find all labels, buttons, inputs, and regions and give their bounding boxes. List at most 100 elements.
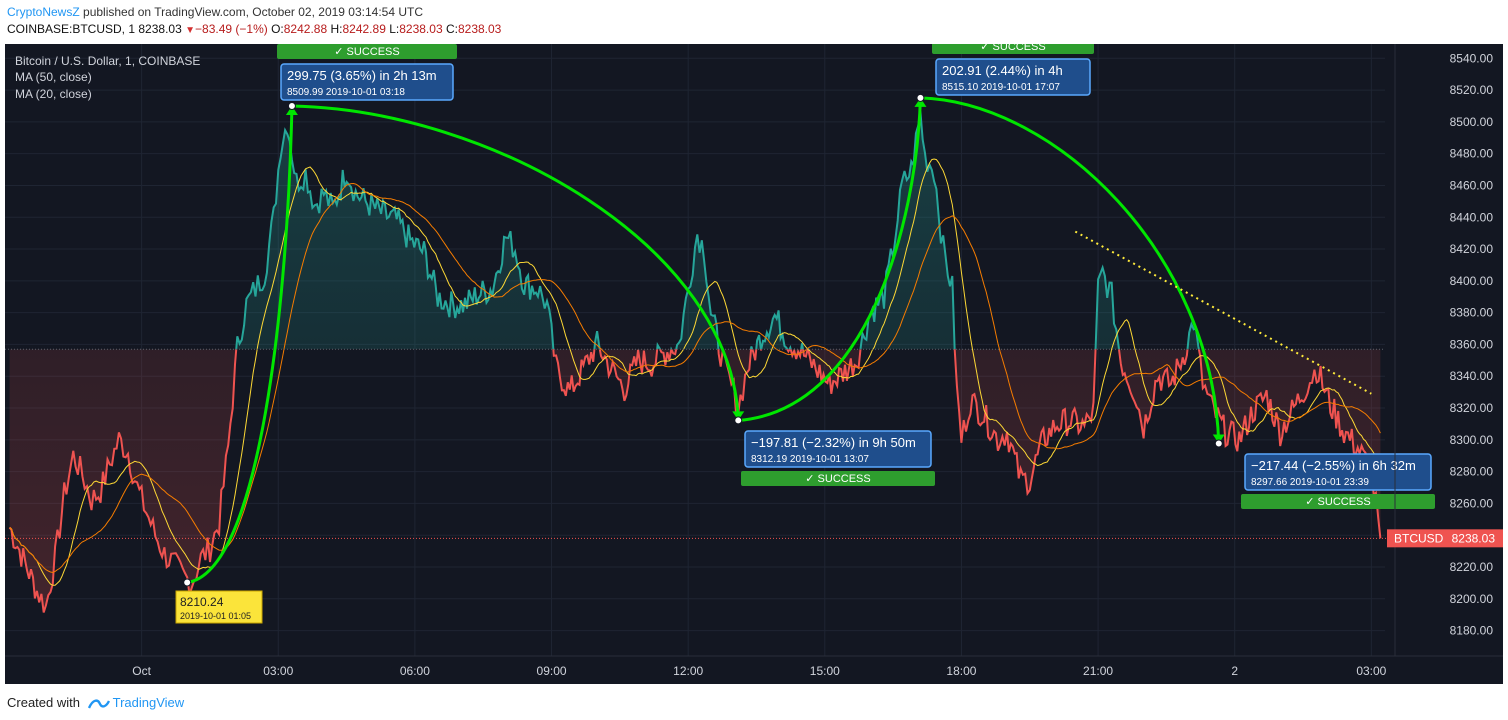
x-tick-label: 12:00	[673, 664, 703, 678]
current-price-value: 8238.03	[1452, 531, 1496, 545]
area-fill-down	[9, 349, 1381, 613]
annotation-2: 202.91 (2.44%) in 4h 8515.10 2019-10-01 1…	[932, 44, 1094, 96]
annotation-box	[280, 63, 454, 101]
symbol-label: COINBASE:BTCUSD, 1	[7, 22, 136, 36]
x-tick-label: Oct	[132, 664, 151, 678]
y-tick-label: 8520.00	[1450, 83, 1494, 97]
low-label: L:	[389, 22, 400, 36]
y-tick-label: 8220.00	[1450, 560, 1494, 574]
footer: Created with TradingView	[0, 686, 1508, 720]
y-tick-label: 8540.00	[1450, 51, 1494, 65]
projection-curve	[920, 96, 1221, 444]
annotation-text: 299.75 (3.65%) in 2h 13m	[287, 68, 437, 83]
projection-curve	[186, 105, 294, 584]
price-line-down	[8, 349, 1382, 613]
open-label: O:	[271, 22, 284, 36]
close-value: 8238.03	[457, 22, 502, 36]
annotation-sub: 8297.66 2019-10-01 23:39	[1251, 477, 1369, 488]
success-badge-label: ✓ SUCCESS	[805, 473, 870, 485]
legend-ma20: MA (20, close)	[15, 87, 92, 101]
anchor-point	[1214, 439, 1223, 448]
x-tick-label: 09:00	[537, 664, 567, 678]
price-line-up	[235, 111, 1200, 350]
y-tick-label: 8320.00	[1450, 401, 1494, 415]
tradingview-logo-icon	[87, 699, 110, 709]
ma50-line	[9, 182, 1381, 574]
y-tick-label: 8480.00	[1450, 147, 1494, 161]
x-tick-label: 06:00	[400, 664, 430, 678]
arrowhead-icon	[285, 106, 298, 116]
y-tick-label: 8260.00	[1450, 496, 1494, 510]
low-point-box	[175, 590, 263, 624]
y-tick-label: 8340.00	[1450, 369, 1494, 383]
success-badge-label: ✓ SUCCESS	[980, 44, 1045, 53]
y-tick-label: 8500.00	[1450, 115, 1494, 129]
tradingview-brand[interactable]: TradingView	[112, 695, 185, 710]
low-value: 8238.03	[399, 22, 443, 36]
arrowhead-icon	[914, 97, 927, 107]
success-badge	[932, 44, 1094, 54]
last-price: 8238.03	[138, 22, 182, 36]
created-with: Created with TradingView	[7, 695, 184, 711]
published-text: published on TradingView.com, October 02…	[79, 5, 424, 19]
y-tick-label: 8200.00	[1450, 592, 1494, 606]
y-tick-label: 8380.00	[1450, 306, 1494, 320]
anchor-point	[183, 578, 192, 587]
legend-ma50: MA (50, close)	[15, 70, 92, 84]
publisher-link[interactable]: CryptoNewsZ	[7, 5, 80, 19]
annotation-text: 202.91 (2.44%) in 4h	[942, 63, 1063, 78]
anchor-point	[916, 93, 925, 102]
open-value: 8242.88	[283, 22, 328, 36]
projection-curve	[291, 104, 740, 421]
annotation-text: −217.44 (−2.55%) in 6h 32m	[1251, 458, 1416, 473]
ohlc-line: COINBASE:BTCUSD, 1 8238.03 ▼−83.49 (−1%)…	[7, 22, 501, 36]
down-arrow-icon: ▼	[185, 25, 196, 36]
y-tick-label: 8400.00	[1450, 274, 1494, 288]
annotation-box	[744, 430, 932, 468]
y-tick-label: 8300.00	[1450, 433, 1494, 447]
y-tick-label: 8280.00	[1450, 465, 1494, 479]
success-badge-label: ✓ SUCCESS	[1305, 496, 1370, 508]
success-badge	[741, 471, 935, 486]
x-tick-label: 2	[1231, 664, 1238, 678]
x-tick-label: 03:00	[263, 664, 293, 678]
trend-line	[1074, 230, 1372, 395]
annotation-1: −197.81 (−2.32%) in 9h 50m 8312.19 2019-1…	[741, 430, 935, 486]
annotation-text: −197.81 (−2.32%) in 9h 50m	[751, 435, 916, 450]
arrowhead-icon	[732, 411, 745, 421]
drawing-overlays: 299.75 (3.65%) in 2h 13m 8509.99 2019-10-…	[175, 44, 1435, 624]
high-label: H:	[330, 22, 343, 36]
arrowhead-icon	[1212, 434, 1225, 444]
projection-curve	[738, 97, 922, 422]
anchor-point	[734, 416, 743, 425]
annotation-0: 299.75 (3.65%) in 2h 13m 8509.99 2019-10-…	[277, 44, 457, 101]
area-fill-up	[9, 111, 1381, 350]
current-price-symbol: BTCUSD	[1394, 531, 1444, 545]
x-tick-label: 21:00	[1083, 664, 1113, 678]
low-point-label: 8210.24 2019-10-01 01:05	[175, 590, 263, 624]
plot-area	[5, 111, 1389, 613]
price-change: −83.49 (−1%)	[195, 22, 268, 36]
low-point-time: 2019-10-01 01:05	[180, 611, 251, 621]
chart-panel[interactable]: 299.75 (3.65%) in 2h 13m 8509.99 2019-10-…	[5, 44, 1503, 684]
close-label: C:	[445, 22, 458, 36]
annotation-box	[1244, 453, 1432, 491]
y-tick-label: 8440.00	[1450, 210, 1494, 224]
low-point-price: 8210.24	[180, 595, 224, 609]
x-tick-label: 03:00	[1356, 664, 1386, 678]
annotation-box	[935, 58, 1091, 96]
annotation-sub: 8515.10 2019-10-01 17:07	[942, 82, 1060, 93]
x-tick-label: 15:00	[810, 664, 840, 678]
annotation-sub: 8509.99 2019-10-01 03:18	[287, 87, 405, 98]
success-badge-label: ✓ SUCCESS	[334, 46, 399, 58]
annotation-3: −217.44 (−2.55%) in 6h 32m 8297.66 2019-1…	[1241, 453, 1435, 509]
current-price-tag: BTCUSD 8238.03	[1387, 529, 1503, 548]
success-badge	[277, 44, 457, 59]
y-tick-label: 8180.00	[1450, 624, 1494, 638]
y-tick-label: 8360.00	[1450, 337, 1494, 351]
current-price-tag-bg	[1387, 529, 1503, 548]
price-chart[interactable]: 299.75 (3.65%) in 2h 13m 8509.99 2019-10-…	[5, 44, 1503, 684]
y-tick-label: 8460.00	[1450, 178, 1494, 192]
success-badge	[1241, 494, 1435, 509]
ma20-line	[9, 158, 1381, 586]
